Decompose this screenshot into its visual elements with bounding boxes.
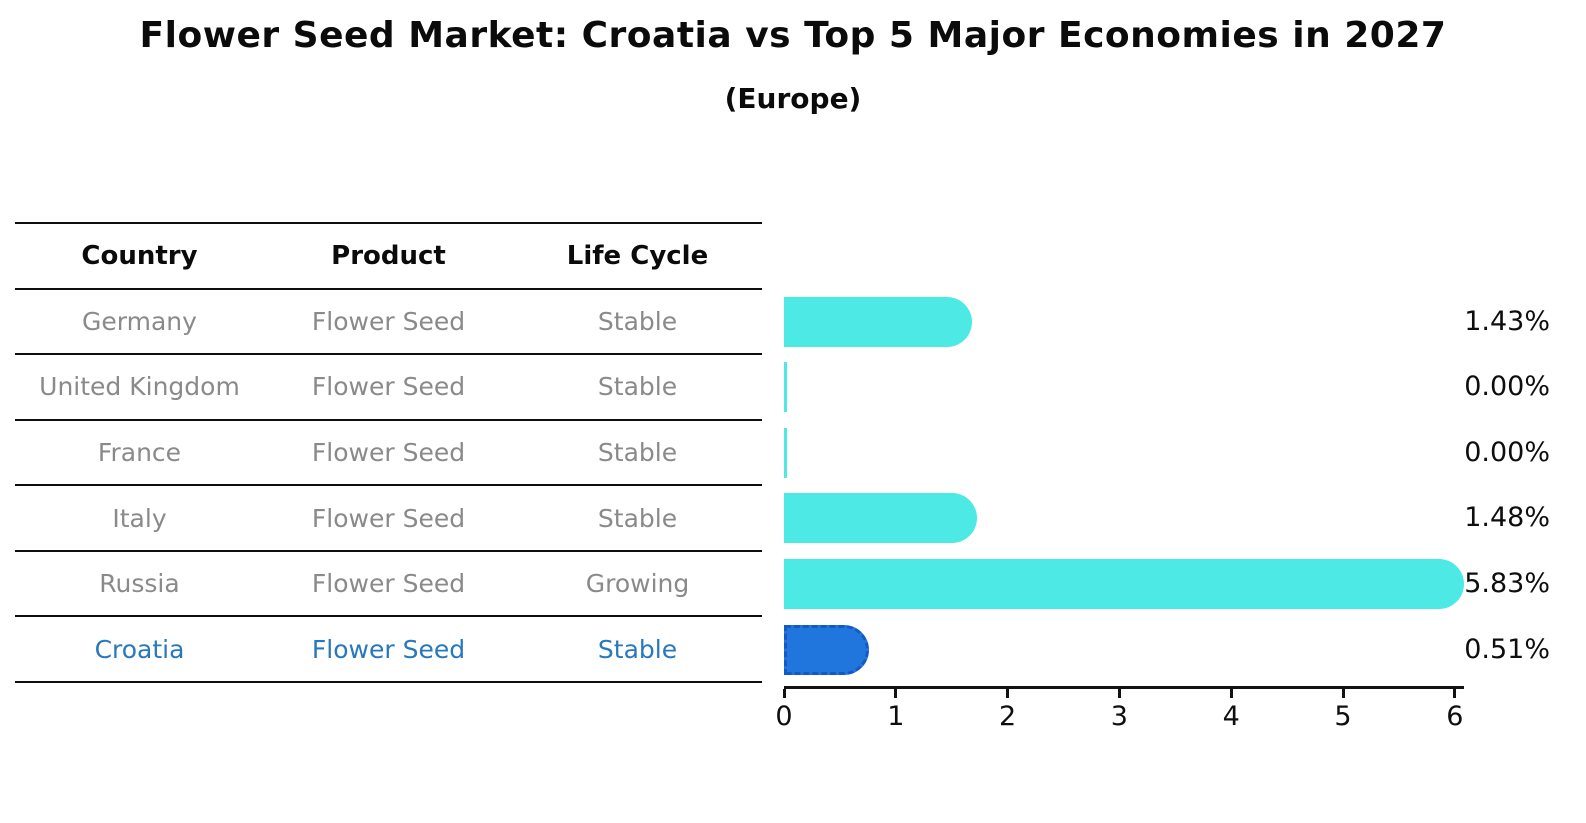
x-axis-tick: [1117, 689, 1121, 698]
product-cell: Flower Seed: [311, 372, 466, 402]
x-axis-line: [784, 686, 1464, 689]
x-axis-tick-label: 0: [775, 701, 793, 732]
bar-value-label: 0.51%: [1464, 633, 1550, 665]
product-cell: Flower Seed: [311, 634, 466, 664]
country-cell: Germany: [82, 306, 197, 336]
life-cycle-cell: Stable: [597, 306, 678, 336]
product-cell: Flower Seed: [311, 437, 466, 467]
x-axis-tick: [1453, 689, 1457, 698]
x-axis-tick-label: 1: [887, 701, 905, 732]
chart-title: Flower Seed Market: Croatia vs Top 5 Maj…: [139, 15, 1447, 56]
life-cycle-cell: Stable: [597, 372, 678, 402]
bar-italy: [784, 493, 978, 544]
table-row: United Kingdom Flower Seed Stable: [15, 355, 762, 421]
bar-russia: [784, 558, 1464, 609]
x-axis-tick: [1341, 689, 1345, 698]
life-cycle-cell: Stable: [597, 437, 678, 467]
bar-united-kingdom: [784, 362, 787, 413]
x-axis-tick-label: 3: [1110, 701, 1128, 732]
product-header: Product: [331, 240, 446, 271]
table-row: France Flower Seed Stable: [15, 421, 762, 487]
x-axis-tick-label: 6: [1446, 701, 1464, 732]
bar-france: [784, 427, 787, 478]
x-axis-tick-label: 5: [1334, 701, 1352, 732]
bar-value-label: 5.83%: [1464, 567, 1550, 599]
country-cell: Russia: [99, 569, 180, 599]
country-cell: Croatia: [94, 634, 185, 664]
country-cell: France: [97, 437, 182, 467]
country-cell: Italy: [112, 503, 167, 533]
x-axis-tick: [894, 689, 898, 698]
product-cell: Flower Seed: [311, 569, 466, 599]
life-cycle-cell: Stable: [597, 634, 678, 664]
x-axis-tick: [1229, 689, 1233, 698]
life-cycle-header: Life Cycle: [566, 240, 709, 271]
table-body: Germany Flower Seed Stable United Kingdom Fl…: [15, 290, 762, 684]
life-cycle-cell: Growing: [585, 569, 690, 599]
bar-germany: [784, 296, 972, 347]
x-axis-tick-label: 4: [1222, 701, 1240, 732]
x-axis-tick-label: 2: [999, 701, 1017, 732]
table-row: Italy Flower Seed Stable: [15, 486, 762, 552]
chart-subtitle: (Europe): [724, 82, 862, 115]
life-cycle-cell: Stable: [597, 503, 678, 533]
table-row: Croatia Flower Seed Stable: [15, 617, 762, 684]
country-header: Country: [81, 240, 198, 271]
bar-value-label: 1.48%: [1464, 502, 1550, 534]
bar-value-label: 0.00%: [1464, 436, 1550, 468]
table-row: Russia Flower Seed Growing: [15, 552, 762, 618]
data-table: Country Product Life Cycle Germany Flower…: [15, 222, 762, 684]
product-cell: Flower Seed: [311, 503, 466, 533]
table-header-row: Country Product Life Cycle: [15, 224, 762, 290]
product-cell: Flower Seed: [311, 306, 466, 336]
bar-value-label: 0.00%: [1464, 371, 1550, 403]
x-axis-tick: [1006, 689, 1010, 698]
x-axis-tick: [782, 689, 786, 698]
country-cell: United Kingdom: [39, 372, 240, 402]
bar-croatia: [784, 624, 870, 675]
table-row: Germany Flower Seed Stable: [15, 290, 762, 356]
bar-value-label: 1.43%: [1464, 305, 1550, 337]
